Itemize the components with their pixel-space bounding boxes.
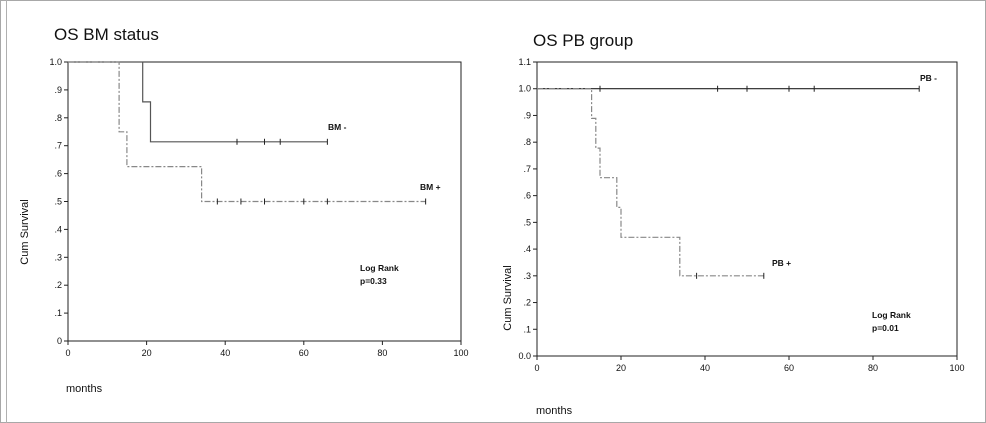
x-tick-label: 80	[868, 363, 878, 373]
y-tick-label: 0	[57, 336, 62, 346]
y-tick-label: 0.0	[518, 351, 531, 361]
y-tick-label: .5	[54, 197, 62, 207]
y-tick-label: .1	[54, 308, 62, 318]
x-tick-label: 100	[949, 363, 964, 373]
x-tick-label: 0	[65, 348, 70, 358]
logrank-pvalue: p=0.33	[360, 276, 387, 286]
chart-title: OS PB group	[533, 31, 633, 50]
x-axis-label: months	[536, 405, 573, 417]
x-tick-label: 80	[377, 348, 387, 358]
y-tick-label: .8	[54, 113, 62, 123]
x-tick-label: 20	[616, 363, 626, 373]
y-tick-label: .7	[54, 141, 62, 151]
y-tick-label: 1.0	[518, 84, 531, 94]
y-tick-label: .5	[523, 217, 531, 227]
y-tick-label: .2	[523, 298, 531, 308]
left-edge-line	[6, 0, 7, 423]
y-tick-label: .8	[523, 137, 531, 147]
y-tick-label: .4	[54, 224, 62, 234]
km-chart-bm-status: OS BM status Cum Survival months Log Ran…	[19, 25, 469, 395]
y-tick-label: .3	[523, 271, 531, 281]
y-axis-label: Cum Survival	[502, 265, 514, 330]
y-tick-label: .4	[523, 244, 531, 254]
y-tick-label: .3	[54, 252, 62, 262]
series-label: PB -	[920, 73, 937, 83]
x-tick-label: 100	[453, 348, 468, 358]
survival-curve	[68, 61, 328, 143]
km-chart-pb-group: OS PB group Cum Survival months Log Rank…	[502, 31, 965, 417]
logrank-label: Log Rank	[872, 310, 911, 320]
x-axis-label: months	[66, 383, 103, 395]
x-tick-label: 40	[700, 363, 710, 373]
series-label: BM -	[328, 122, 347, 132]
plot-area	[536, 61, 958, 357]
x-tick-label: 60	[299, 348, 309, 358]
survival-curve	[537, 88, 764, 277]
logrank-label: Log Rank	[360, 263, 399, 273]
series-label: PB +	[772, 258, 791, 268]
x-tick-label: 20	[142, 348, 152, 358]
y-tick-label: .7	[523, 164, 531, 174]
y-tick-label: 1.0	[49, 57, 62, 67]
logrank-pvalue: p=0.01	[872, 323, 899, 333]
y-tick-label: .1	[523, 324, 531, 334]
y-tick-label: .6	[54, 169, 62, 179]
series-label: BM +	[420, 182, 441, 192]
x-tick-label: 40	[220, 348, 230, 358]
x-tick-label: 0	[534, 363, 539, 373]
y-tick-label: .6	[523, 191, 531, 201]
chart-title: OS BM status	[54, 25, 159, 44]
y-tick-label: .9	[523, 110, 531, 120]
y-tick-label: .9	[54, 85, 62, 95]
x-tick-label: 60	[784, 363, 794, 373]
survival-curve	[68, 61, 426, 203]
y-tick-label: 1.1	[518, 57, 531, 67]
y-axis-label: Cum Survival	[19, 199, 31, 264]
y-tick-label: .2	[54, 280, 62, 290]
